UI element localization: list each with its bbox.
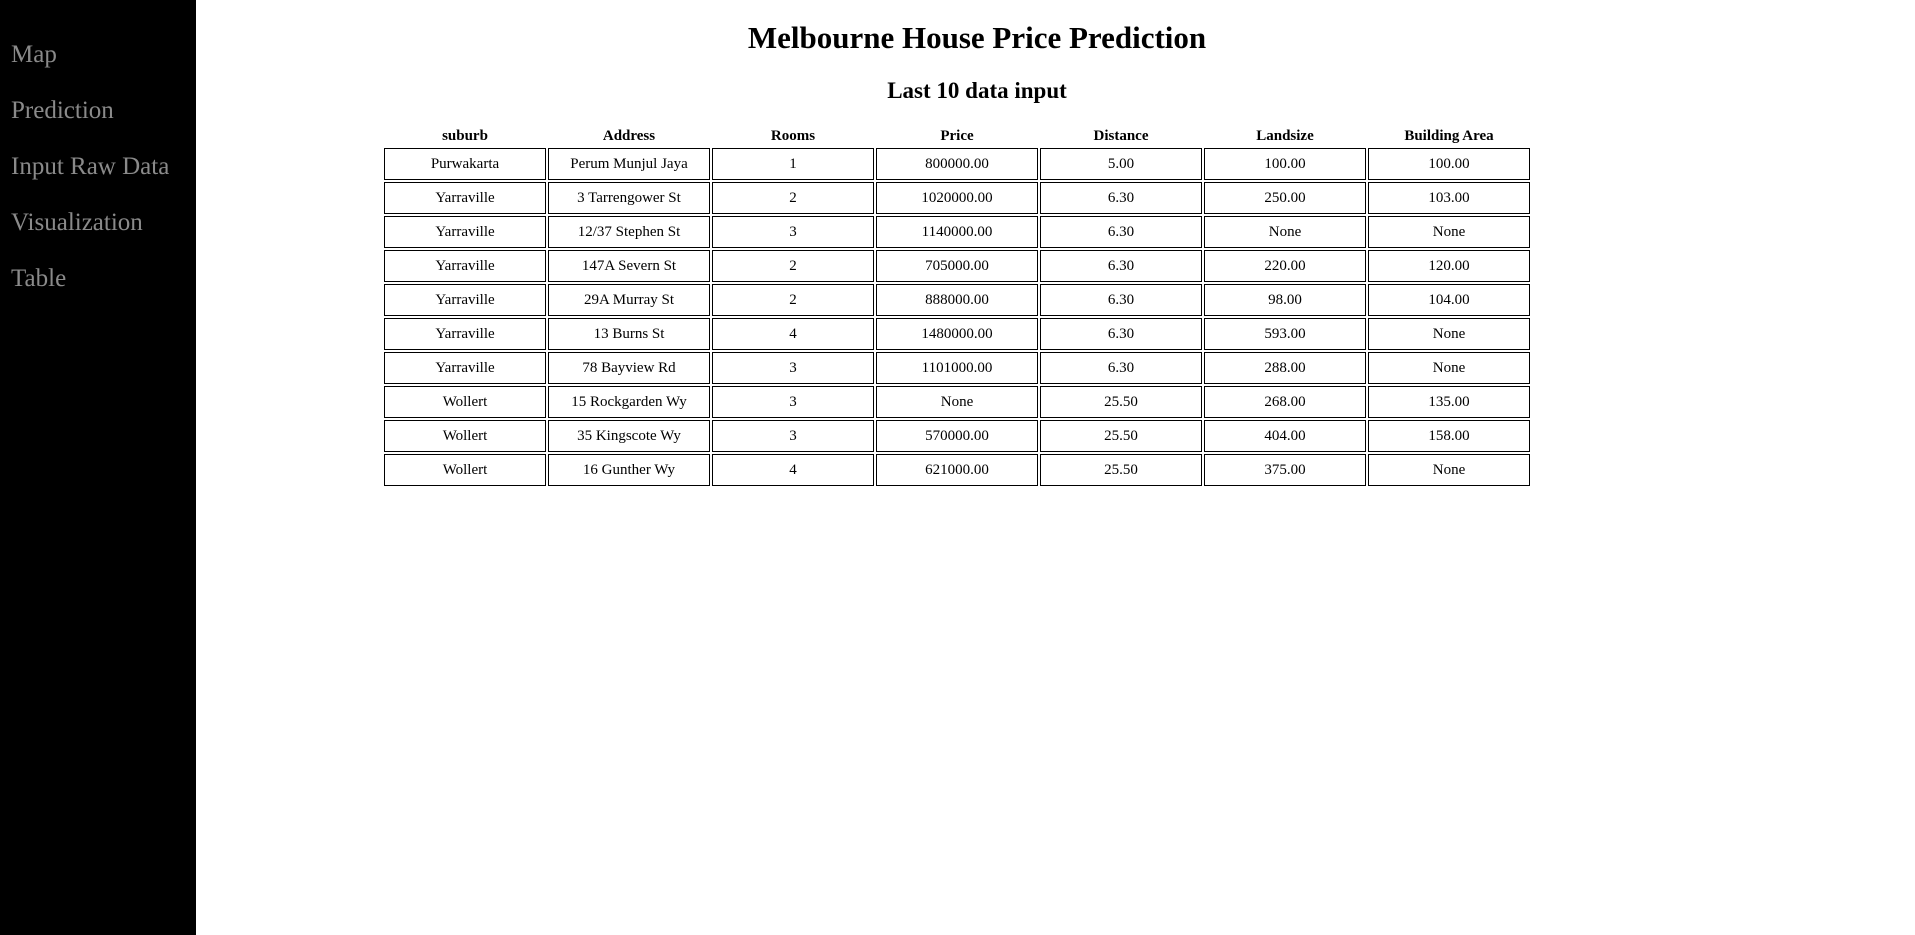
sidebar-item-table[interactable]: Table <box>11 265 67 292</box>
cell-distance: 6.30 <box>1040 250 1202 282</box>
cell-price: 888000.00 <box>876 284 1038 316</box>
cell-address: 29A Murray St <box>548 284 710 316</box>
data-table: suburb Address Rooms Price Distance Land… <box>382 124 1532 488</box>
sidebar-item-input-raw-data[interactable]: Input Raw Data <box>11 153 170 180</box>
sidebar-item-visualization[interactable]: Visualization <box>11 209 143 236</box>
table-row: Purwakarta Perum Munjul Jaya 1 800000.00 5.0… <box>384 148 1530 180</box>
cell-address: 12/37 Stephen St <box>548 216 710 248</box>
cell-distance: 25.50 <box>1040 454 1202 486</box>
cell-rooms: 2 <box>712 250 874 282</box>
cell-distance: 6.30 <box>1040 216 1202 248</box>
cell-rooms: 4 <box>712 318 874 350</box>
cell-landsize: 288.00 <box>1204 352 1366 384</box>
cell-suburb: Yarraville <box>384 284 546 316</box>
cell-landsize: 250.00 <box>1204 182 1366 214</box>
cell-distance: 25.50 <box>1040 420 1202 452</box>
cell-building-area: 103.00 <box>1368 182 1530 214</box>
cell-address: 147A Severn St <box>548 250 710 282</box>
cell-address: 13 Burns St <box>548 318 710 350</box>
sidebar: Map Prediction Input Raw Data Visualizat… <box>0 0 196 935</box>
cell-address: Perum Munjul Jaya <box>548 148 710 180</box>
table-row: Wollert 15 Rockgarden Wy 3 None 25.50 268.00 1… <box>384 386 1530 418</box>
cell-suburb: Wollert <box>384 420 546 452</box>
sidebar-item-map[interactable]: Map <box>11 41 57 68</box>
cell-price: None <box>876 386 1038 418</box>
cell-price: 570000.00 <box>876 420 1038 452</box>
cell-building-area: None <box>1368 216 1530 248</box>
cell-price: 705000.00 <box>876 250 1038 282</box>
column-header-suburb: suburb <box>442 127 488 144</box>
table-row: Yarraville 12/37 Stephen St 3 1140000.00 6.3… <box>384 216 1530 248</box>
cell-price: 1140000.00 <box>876 216 1038 248</box>
column-header-rooms: Rooms <box>770 127 816 144</box>
cell-distance: 25.50 <box>1040 386 1202 418</box>
cell-landsize: 100.00 <box>1204 148 1366 180</box>
cell-landsize: 220.00 <box>1204 250 1366 282</box>
cell-building-area: 120.00 <box>1368 250 1530 282</box>
cell-suburb: Wollert <box>384 454 546 486</box>
column-header-building-area: Building Area <box>1404 127 1494 144</box>
cell-landsize: 593.00 <box>1204 318 1366 350</box>
cell-price: 621000.00 <box>876 454 1038 486</box>
cell-rooms: 1 <box>712 148 874 180</box>
page-subtitle: Last 10 data input <box>887 78 1067 103</box>
cell-price: 1101000.00 <box>876 352 1038 384</box>
cell-rooms: 3 <box>712 352 874 384</box>
cell-price: 1020000.00 <box>876 182 1038 214</box>
cell-address: 35 Kingscote Wy <box>548 420 710 452</box>
cell-distance: 6.30 <box>1040 284 1202 316</box>
cell-distance: 5.00 <box>1040 148 1202 180</box>
cell-landsize: 404.00 <box>1204 420 1366 452</box>
table-row: Yarraville 13 Burns St 4 1480000.00 6.30 593.… <box>384 318 1530 350</box>
main-content: Melbourne House Price Prediction Last 10… <box>196 0 1915 935</box>
cell-suburb: Yarraville <box>384 250 546 282</box>
cell-suburb: Yarraville <box>384 352 546 384</box>
sidebar-item-prediction[interactable]: Prediction <box>11 97 114 124</box>
cell-rooms: 2 <box>712 284 874 316</box>
cell-suburb: Yarraville <box>384 182 546 214</box>
cell-suburb: Purwakarta <box>384 148 546 180</box>
cell-rooms: 3 <box>712 420 874 452</box>
cell-suburb: Wollert <box>384 386 546 418</box>
cell-rooms: 3 <box>712 216 874 248</box>
cell-suburb: Yarraville <box>384 216 546 248</box>
cell-building-area: None <box>1368 454 1530 486</box>
cell-building-area: 104.00 <box>1368 284 1530 316</box>
table-row: Wollert 16 Gunther Wy 4 621000.00 25.50 375.0… <box>384 454 1530 486</box>
cell-address: 16 Gunther Wy <box>548 454 710 486</box>
cell-price: 1480000.00 <box>876 318 1038 350</box>
cell-price: 800000.00 <box>876 148 1038 180</box>
table-row: Yarraville 147A Severn St 2 705000.00 6.30 22… <box>384 250 1530 282</box>
table-row: Yarraville 78 Bayview Rd 3 1101000.00 6.30 28… <box>384 352 1530 384</box>
cell-distance: 6.30 <box>1040 318 1202 350</box>
cell-suburb: Yarraville <box>384 318 546 350</box>
column-header-distance: Distance <box>1093 127 1149 144</box>
cell-landsize: 98.00 <box>1204 284 1366 316</box>
column-header-price: Price <box>940 127 974 144</box>
cell-rooms: 4 <box>712 454 874 486</box>
cell-building-area: None <box>1368 352 1530 384</box>
table-row: Yarraville 3 Tarrengower St 2 1020000.00 6.3… <box>384 182 1530 214</box>
page-title: Melbourne House Price Prediction <box>747 20 1207 55</box>
cell-landsize: 375.00 <box>1204 454 1366 486</box>
column-header-address: Address <box>602 127 656 144</box>
cell-building-area: 158.00 <box>1368 420 1530 452</box>
table-row: Wollert 35 Kingscote Wy 3 570000.00 25.50 404… <box>384 420 1530 452</box>
cell-landsize: None <box>1204 216 1366 248</box>
column-header-landsize: Landsize <box>1256 127 1314 144</box>
table-header-row: suburb Address Rooms Price Distance Land… <box>384 126 1530 146</box>
cell-address: 3 Tarrengower St <box>548 182 710 214</box>
cell-building-area: None <box>1368 318 1530 350</box>
cell-address: 15 Rockgarden Wy <box>548 386 710 418</box>
cell-landsize: 268.00 <box>1204 386 1366 418</box>
cell-distance: 6.30 <box>1040 352 1202 384</box>
cell-address: 78 Bayview Rd <box>548 352 710 384</box>
table-row: Yarraville 29A Murray St 2 888000.00 6.30 98.… <box>384 284 1530 316</box>
cell-building-area: 135.00 <box>1368 386 1530 418</box>
cell-building-area: 100.00 <box>1368 148 1530 180</box>
cell-distance: 6.30 <box>1040 182 1202 214</box>
cell-rooms: 2 <box>712 182 874 214</box>
cell-rooms: 3 <box>712 386 874 418</box>
